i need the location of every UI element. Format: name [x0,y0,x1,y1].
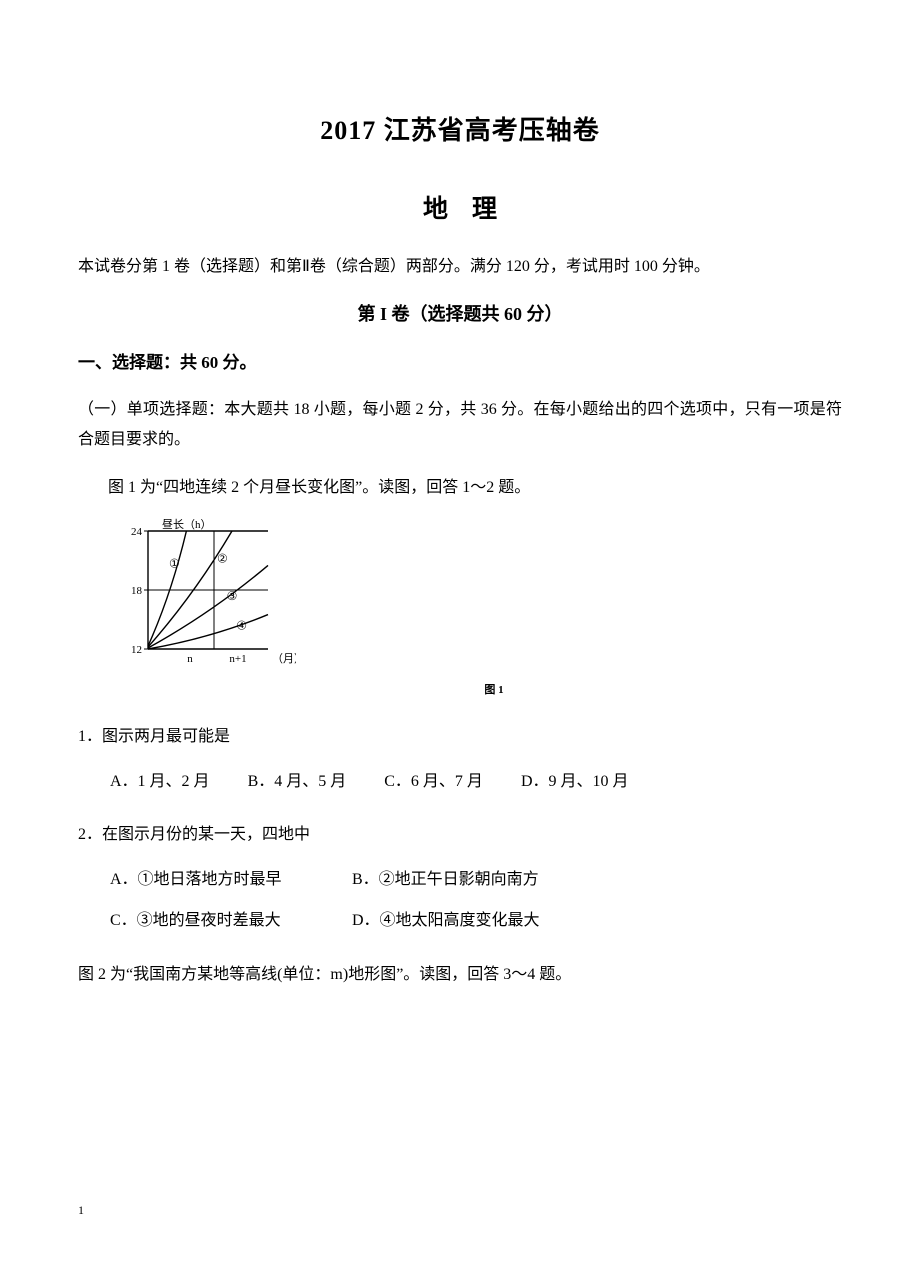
svg-text:n: n [187,653,193,665]
fig2-caption: 图 2 为“我国南方某地等高线(单位：m)地形图”。读图，回答 3～4 题。 [78,961,842,988]
title-sub: 地理 [78,189,842,225]
question-1: 1．图示两月最可能是 [78,723,842,750]
svg-text:④: ④ [236,618,247,632]
q2-opt-b: B．②地正午日影朝向南方 [352,866,590,893]
q1-opt-c: C．6 月、7 月 [384,768,483,795]
fig1-label: 图 1 [116,681,842,697]
svg-text:24: 24 [131,526,143,538]
q1-opt-d: D．9 月、10 月 [521,768,629,795]
svg-text:n+1: n+1 [229,653,246,665]
svg-text:②: ② [217,551,228,565]
q2-opt-c: C．③地的昼夜时差最大 [110,907,348,934]
svg-text:①: ① [169,556,180,570]
intro-text: 本试卷分第 1 卷（选择题）和第Ⅱ卷（综合题）两部分。满分 120 分，考试用时… [78,253,842,280]
question-2: 2．在图示月份的某一天，四地中 [78,821,842,848]
part-header: 第 I 卷（选择题共 60 分） [78,300,842,326]
page-number: 1 [78,1203,84,1218]
q1-options: A．1 月、2 月 B．4 月、5 月 C．6 月、7 月 D．9 月、10 月 [78,768,842,795]
instruction-text: （一）单项选择题：本大题共 18 小题，每小题 2 分，共 36 分。在每小题给… [78,395,842,454]
q1-opt-a: A．1 月、2 月 [110,768,210,795]
q2-options-row2: C．③地的昼夜时差最大 D．④地太阳高度变化最大 [78,907,842,934]
q1-opt-b: B．4 月、5 月 [248,768,347,795]
q2-opt-d: D．④地太阳高度变化最大 [352,907,590,934]
svg-text:昼长（h）: 昼长（h） [162,518,212,531]
svg-text:12: 12 [131,644,142,656]
svg-text:（月）: （月） [272,652,296,665]
svg-text:③: ③ [227,588,238,602]
q2-options-row1: A．①地日落地方时最早 B．②地正午日影朝向南方 [78,866,842,893]
svg-text:18: 18 [131,585,143,597]
section-header: 一、选择题：共 60 分。 [78,348,842,373]
q2-opt-a: A．①地日落地方时最早 [110,866,348,893]
fig1-caption: 图 1 为“四地连续 2 个月昼长变化图”。读图，回答 1～2 题。 [78,474,842,501]
title-main: 2017 江苏省高考压轴卷 [78,110,842,147]
fig1-chart: 昼长（h） 24 18 12 n n+1 （月） ① ② ③ ④ 图 1 [116,517,842,697]
